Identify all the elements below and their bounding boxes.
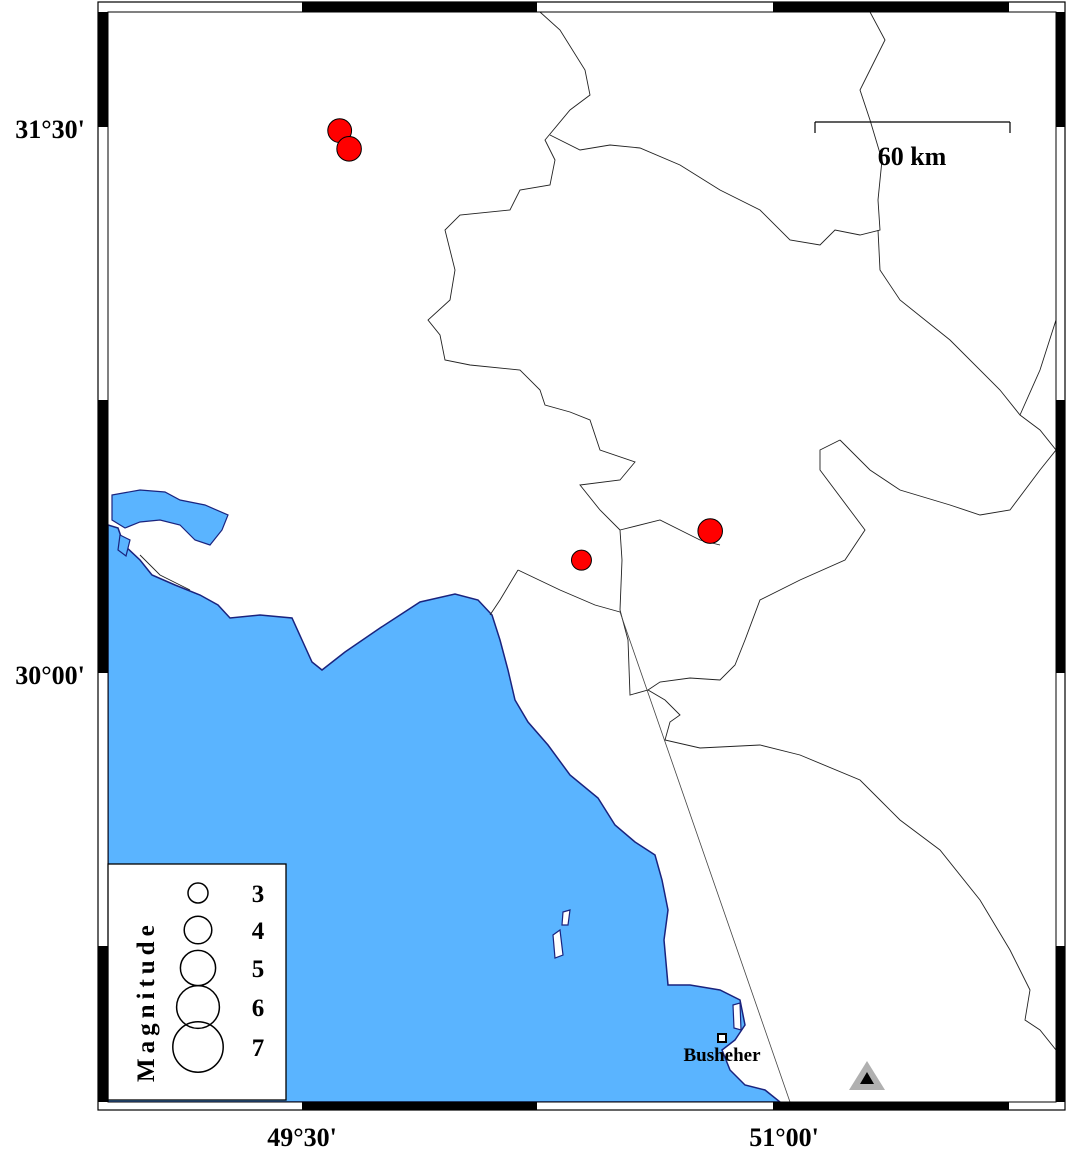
map-frame (97, 1, 1066, 1111)
legend-label: 4 (252, 918, 265, 945)
frame-segment (1056, 12, 1065, 127)
legend-circle (187, 882, 209, 904)
frame-segment (98, 946, 108, 1102)
city-label: Busheher (683, 1045, 761, 1066)
frame-segment (98, 12, 108, 127)
frame-segment (302, 1102, 537, 1110)
scale-bar (814, 121, 1011, 133)
lon-label: 49°30' (267, 1123, 337, 1149)
legend-circle (175, 984, 221, 1030)
frame-segment (1056, 946, 1065, 1102)
legend-circle (172, 1021, 224, 1073)
events-layer (327, 118, 723, 571)
frame-segment (773, 1102, 1009, 1110)
legend-label: 6 (252, 995, 265, 1022)
legend-label: 3 (252, 881, 265, 908)
legend-label: 5 (252, 956, 265, 983)
earthquake-marker (697, 518, 723, 544)
frame-segment (1056, 400, 1065, 673)
frame-segment (773, 2, 1009, 12)
frame-segment (98, 400, 108, 673)
legend-items: 3 4 5 6 7 (172, 881, 265, 1073)
frame-segment (302, 2, 537, 12)
lon-label: 51°00' (749, 1123, 819, 1149)
legend-label: 7 (252, 1035, 265, 1062)
lat-label: 31°30' (15, 115, 85, 144)
earthquake-marker (336, 136, 362, 162)
scale-bar-label: 60 km (878, 142, 947, 171)
earthquake-marker (570, 549, 592, 571)
city-marker (717, 1033, 727, 1043)
lat-label: 30°00' (15, 661, 85, 690)
border-lines (139, 12, 1056, 1051)
estuary-channels (111, 489, 742, 1031)
legend-title: Magnitude (133, 920, 160, 1082)
fault-line (619, 611, 791, 1102)
legend-circle (183, 915, 213, 945)
triangle-icon (849, 1061, 885, 1090)
